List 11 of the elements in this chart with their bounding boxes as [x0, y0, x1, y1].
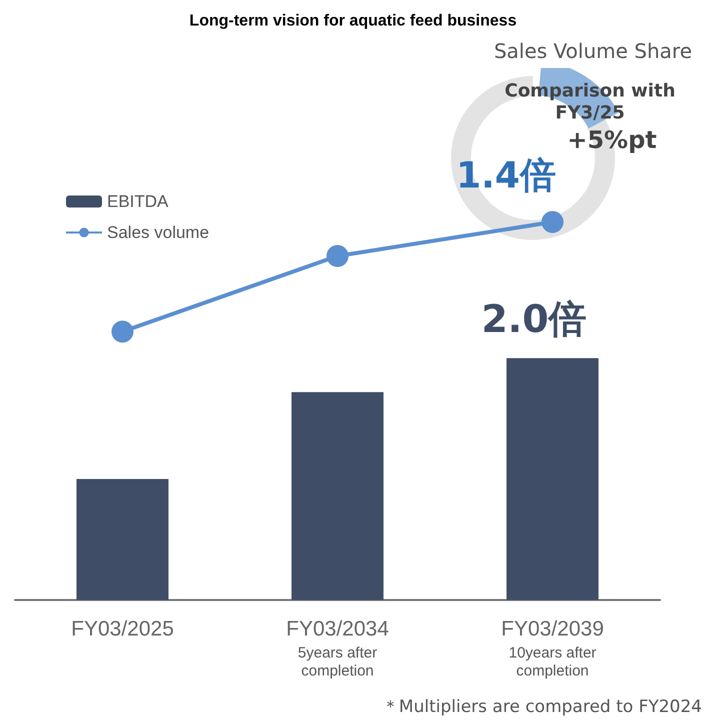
annotation: 2.0倍 [481, 297, 587, 341]
legend-label: EBITDA [107, 192, 170, 211]
x-tick-label: FY03/2039 10years after completion [501, 618, 604, 680]
text: +5%pt [567, 126, 657, 154]
text: ＊Multipliers are compared to FY2024 [382, 697, 702, 717]
legend-label: Sales volume [107, 223, 210, 242]
text: Sales Volume Share [494, 39, 692, 63]
x-tick-label: FY03/2025 [71, 618, 174, 640]
text: 1.4倍 [456, 156, 556, 196]
chart-title: Long-term vision for aquatic feed business [189, 12, 517, 30]
x-tick-label: FY03/2034 5years after completion [286, 618, 390, 680]
